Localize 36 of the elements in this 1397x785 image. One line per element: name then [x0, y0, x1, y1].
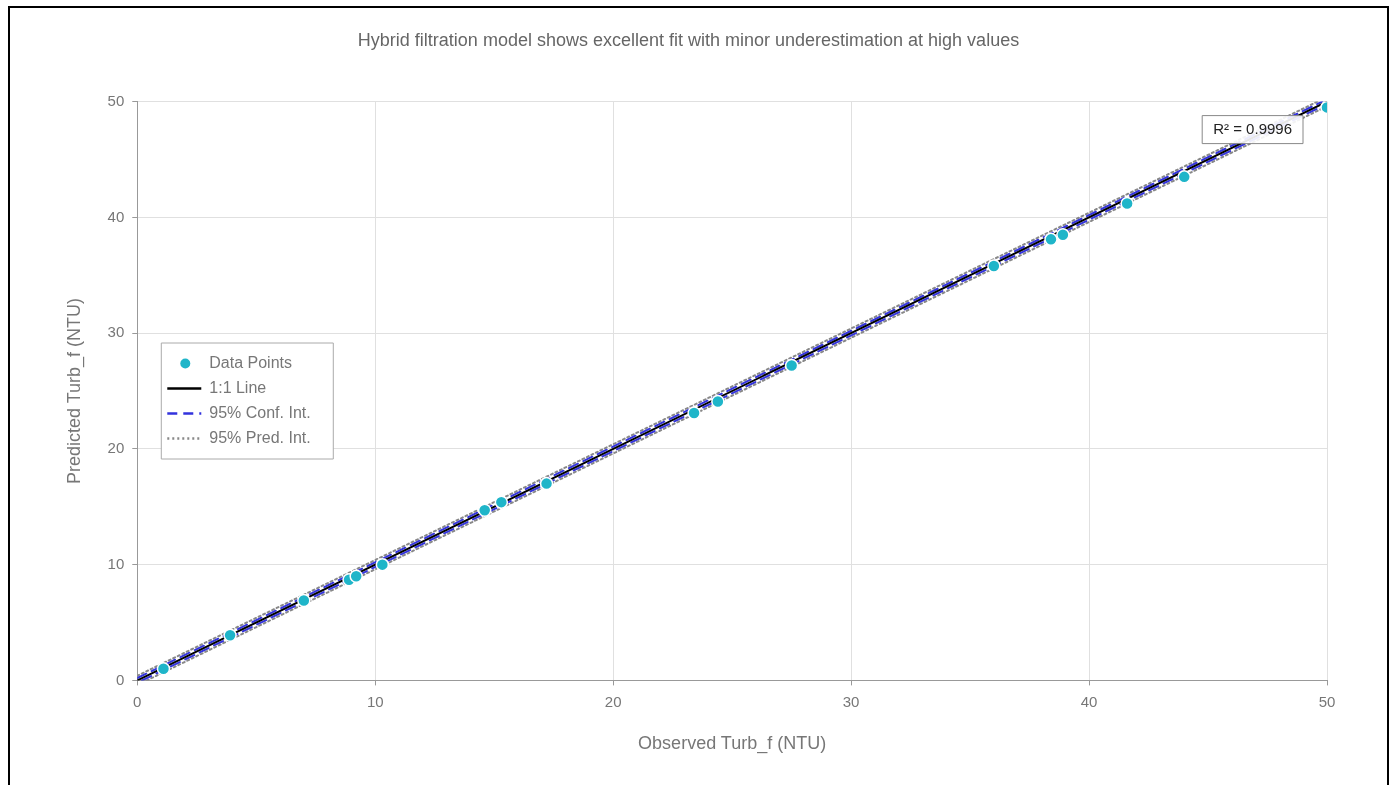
y-tick-label: 0 — [115, 670, 125, 688]
point — [1177, 170, 1191, 184]
point — [477, 503, 492, 517]
point — [223, 628, 237, 642]
point — [784, 358, 799, 373]
x-tick-label: 10 — [366, 692, 384, 710]
legend-label: Data Points — [209, 353, 292, 371]
y-tick-label: 10 — [107, 554, 125, 572]
x-tick-label: 50 — [1318, 692, 1336, 710]
x-axis-title: Observed Turb_f (NTU) — [638, 733, 827, 755]
legend-label: 95% Conf. Int. — [209, 403, 311, 421]
legend-label: 95% Pred. Int. — [209, 428, 311, 446]
point — [494, 495, 509, 509]
y-tick-label: 50 — [107, 91, 125, 109]
point — [987, 259, 1001, 273]
legend-label: 1:1 Line — [209, 378, 267, 396]
y-tick-label: 40 — [107, 207, 125, 225]
annotation: R² = 0.9996 — [1213, 119, 1293, 137]
x-tick-label: 30 — [842, 692, 860, 710]
x-tick-label: 40 — [1080, 692, 1098, 710]
point — [1044, 232, 1058, 247]
point — [711, 394, 725, 409]
x-tick-label: 20 — [604, 692, 622, 710]
point — [1056, 227, 1070, 242]
y-tick-label: 30 — [107, 323, 125, 341]
point — [1120, 196, 1134, 211]
point — [539, 476, 554, 491]
point — [687, 406, 701, 420]
y-tick-label: 20 — [107, 439, 125, 457]
point — [156, 662, 171, 676]
x-tick-label: 0 — [133, 692, 142, 710]
point — [297, 593, 311, 608]
y-axis-title: Predicted Turb_f (NTU) — [63, 297, 85, 485]
point — [375, 557, 390, 572]
point — [349, 569, 363, 583]
chart-title: Hybrid filtration model shows excellent fit with minor underestimation at high values — [357, 29, 1020, 50]
